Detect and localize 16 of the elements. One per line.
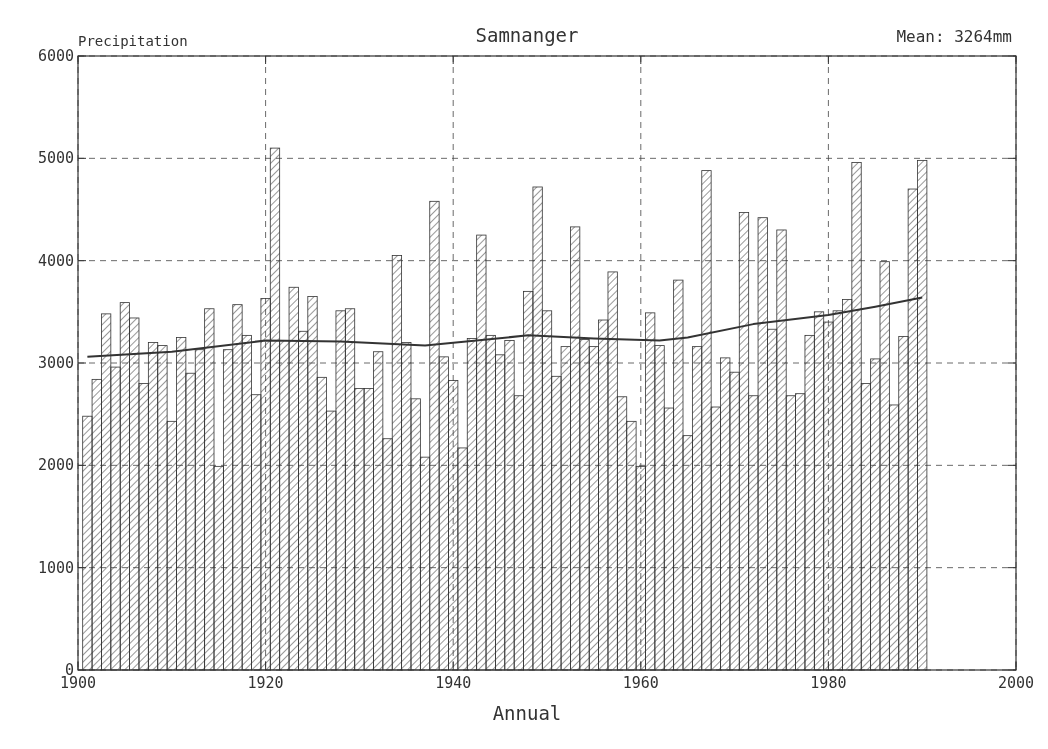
y-axis-title: Precipitation xyxy=(78,33,188,49)
text: Mean: 3264mm xyxy=(896,27,1012,46)
y-tick-label: 2000 xyxy=(37,456,74,475)
y-tick-label: 3000 xyxy=(37,354,74,372)
x-tick-label: 1900 xyxy=(59,674,97,692)
x-tick-label: 1920 xyxy=(247,674,284,692)
x-tick-label: 2000 xyxy=(997,674,1035,692)
x-tick-label: 1980 xyxy=(810,674,847,692)
chart-title: Samnanger xyxy=(475,24,579,46)
x-axis-title: Annual xyxy=(492,702,562,724)
y-tick-label: 1000 xyxy=(37,558,74,577)
y-tick-label: 4000 xyxy=(37,251,74,270)
x-tick-label: 1940 xyxy=(435,674,472,692)
y-tick-label: 6000 xyxy=(37,47,74,65)
y-tick-label: 5000 xyxy=(37,149,74,168)
x-tick-label: 1960 xyxy=(622,674,659,692)
